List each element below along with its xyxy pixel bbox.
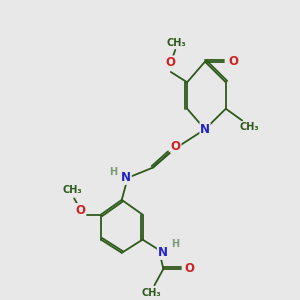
Text: O: O: [228, 55, 238, 68]
Text: H: H: [171, 239, 179, 249]
Text: O: O: [166, 56, 176, 69]
Text: CH₃: CH₃: [62, 185, 82, 196]
Text: O: O: [76, 204, 86, 217]
Text: N: N: [158, 246, 167, 259]
Text: N: N: [121, 171, 131, 184]
Text: CH₃: CH₃: [142, 288, 161, 298]
Text: H: H: [109, 167, 117, 177]
Text: O: O: [171, 140, 181, 153]
Text: N: N: [200, 123, 210, 136]
Text: O: O: [184, 262, 194, 275]
Text: CH₃: CH₃: [167, 38, 187, 48]
Text: CH₃: CH₃: [240, 122, 260, 132]
